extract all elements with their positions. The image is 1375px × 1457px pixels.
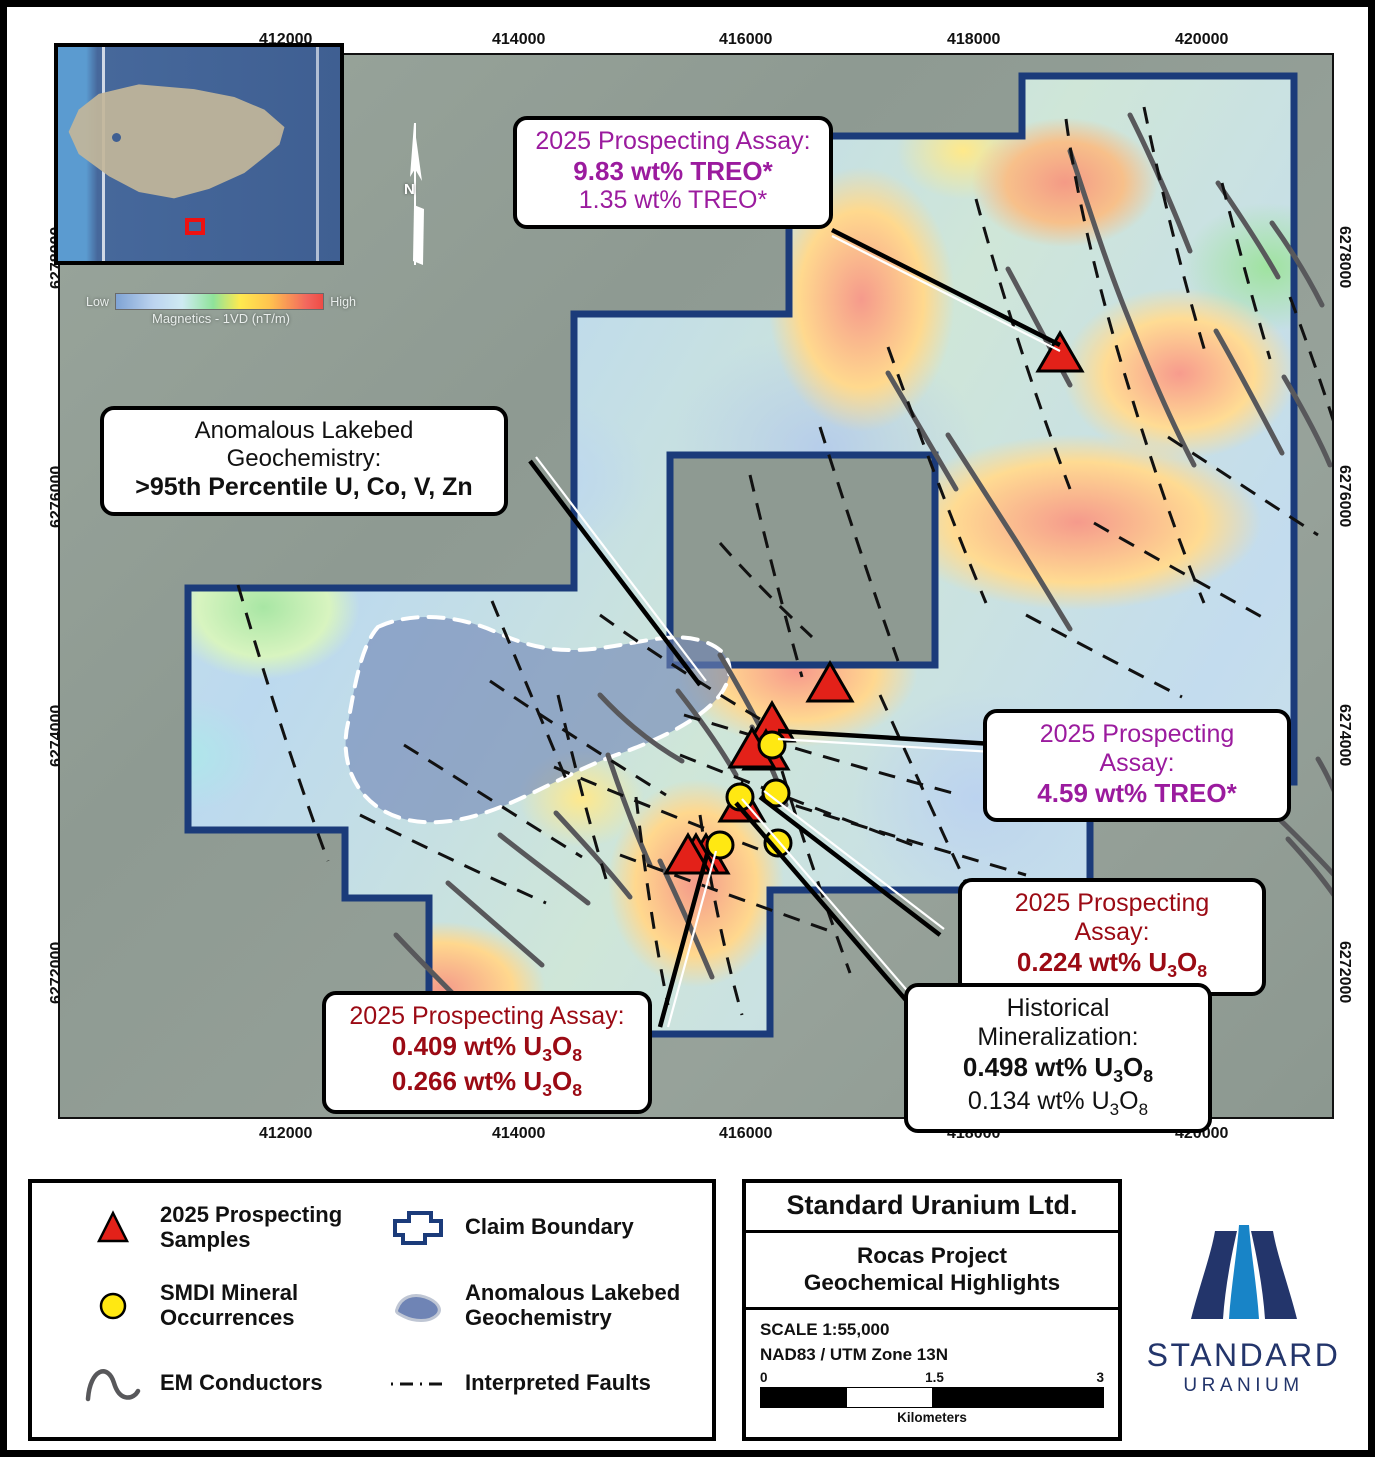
callout-line-1: 2025 Prospecting Assay:: [535, 127, 811, 155]
legend-item-lakebed: Anomalous Lakebed Geochemistry: [387, 1279, 707, 1331]
inset-boundary-line: [315, 47, 319, 261]
callout-line-1: Historical Mineralization:: [977, 994, 1139, 1051]
red-triangle-icon: [82, 1201, 144, 1253]
y-tick-label: 6272000: [1336, 941, 1353, 1004]
wave-line-icon: [82, 1357, 144, 1409]
x-tick-label: 416000: [719, 1125, 773, 1142]
sample-triangle: [805, 660, 855, 703]
colorbar-gradient: [114, 293, 325, 310]
smdi-circle: [705, 830, 735, 860]
legend-column-left: 2025 Prospecting Samples SMDI Mineral Oc…: [82, 1201, 382, 1435]
legend-label: SMDI Mineral Occurrences: [160, 1279, 299, 1330]
legend-label: Anomalous Lakebed Geochemistry: [465, 1279, 681, 1330]
colorbar-caption: Magnetics - 1VD (nT/m): [152, 311, 290, 326]
callout-line-2: >95th Percentile U, Co, V, Zn: [135, 472, 473, 501]
company-name: Standard Uranium Ltd.: [786, 1190, 1078, 1220]
map-frame: 412000 414000 416000 418000 420000 41200…: [28, 21, 1361, 1149]
scalebar-max: 3: [1096, 1370, 1104, 1385]
company-name-row: Standard Uranium Ltd.: [746, 1183, 1118, 1233]
north-arrow-icon: N: [388, 119, 448, 269]
callout-line-2: 9.83 wt% TREO*: [573, 156, 773, 186]
project-line-1: Rocas Project: [856, 1243, 1008, 1268]
colorbar-low-label: Low: [86, 294, 109, 309]
callout-line-2: 0.224 wt% U3O8: [979, 947, 1245, 982]
callout-u3o8-south[interactable]: 2025 Prospecting Assay: 0.409 wt% U3O8 0…: [322, 991, 652, 1115]
u3o8-value-east: 0.224 wt% U3O8: [1016, 947, 1208, 982]
callout-line-1: Anomalous Lakebed Geochemistry:: [194, 417, 414, 472]
legend-item-claim-boundary: Claim Boundary: [387, 1201, 707, 1253]
legend-label: 2025 Prospecting Samples: [160, 1201, 343, 1252]
legend-item-smdi: SMDI Mineral Occurrences: [82, 1279, 382, 1331]
smdi-circle: [757, 730, 787, 760]
title-block: Standard Uranium Ltd. Rocas Project Geoc…: [742, 1179, 1122, 1441]
x-tick-label: 418000: [947, 31, 1001, 48]
scalebar: [760, 1387, 1104, 1408]
callout-line-3: 0.266 wt% U3O8: [391, 1065, 583, 1100]
north-arrow-label: N: [404, 181, 415, 198]
scalebar-mid: 1.5: [925, 1370, 944, 1385]
colorbar-high-label: High: [330, 294, 356, 309]
smdi-circle: [725, 782, 755, 812]
callout-line-1: 2025 Prospecting Assay:: [1014, 889, 1210, 946]
project-title-row: Rocas Project Geochemical Highlights: [746, 1233, 1118, 1310]
y-tick-label: 6276000: [1336, 465, 1353, 528]
callout-line-3: 1.35 wt% TREO*: [578, 186, 768, 215]
logo-name-bottom: URANIUM: [1183, 1375, 1304, 1396]
magnetics-colorbar: Low High Magnetics - 1VD (nT/m): [86, 293, 356, 326]
callout-line-2: 0.498 wt% U3O8: [962, 1052, 1154, 1087]
yellow-circle-icon: [82, 1279, 144, 1331]
x-tick-label: 420000: [1175, 31, 1229, 48]
x-tick-label: 414000: [492, 31, 546, 48]
callout-line-2: 0.409 wt% U3O8: [391, 1031, 583, 1066]
legend-label: Interpreted Faults: [465, 1370, 651, 1396]
scalebar-numbers: 0 1.5 3: [760, 1370, 1104, 1387]
legend-column-right: Claim Boundary Anomalous Lakebed Geochem…: [387, 1201, 707, 1435]
y-tick-label: 6274000: [1336, 704, 1353, 767]
x-tick-label: 414000: [492, 1125, 546, 1142]
callout-treo-east[interactable]: 2025 Prospecting Assay: 4.59 wt% TREO*: [983, 709, 1291, 823]
legend-label: EM Conductors: [160, 1370, 323, 1396]
scale-text: SCALE 1:55,000: [760, 1320, 890, 1339]
callout-line-1: 2025 Prospecting Assay:: [349, 1002, 625, 1030]
smdi-circle: [763, 828, 793, 858]
callout-historical[interactable]: Historical Mineralization: 0.498 wt% U3O…: [904, 983, 1212, 1134]
logo-name-top: STANDARD: [1146, 1337, 1341, 1373]
smdi-circle: [761, 778, 791, 808]
callout-treo-north[interactable]: 2025 Prospecting Assay: 9.83 wt% TREO* 1…: [513, 116, 833, 230]
legend-panel: 2025 Prospecting Samples SMDI Mineral Oc…: [28, 1179, 716, 1441]
legend-label: Claim Boundary: [465, 1214, 634, 1240]
legend-item-em-conductors: EM Conductors: [82, 1357, 382, 1409]
cooling-tower-icon: [1190, 1225, 1297, 1319]
legend-item-prospecting-samples: 2025 Prospecting Samples: [82, 1201, 382, 1253]
claim-polygon-icon: [387, 1201, 449, 1253]
sample-triangle: [1035, 330, 1085, 373]
callout-line-2: 4.59 wt% TREO*: [1037, 778, 1237, 808]
scalebar-units: Kilometers: [897, 1410, 967, 1425]
scale-row: SCALE 1:55,000 NAD83 / UTM Zone 13N 0 1.…: [746, 1310, 1118, 1431]
x-tick-label: 412000: [259, 1125, 313, 1142]
inset-lake: [111, 132, 122, 143]
callout-line-1: 2025 Prospecting Assay:: [1039, 720, 1235, 777]
datum-text: NAD83 / UTM Zone 13N: [760, 1345, 948, 1364]
callout-line-3: 0.134 wt% U3O8: [967, 1086, 1149, 1119]
legend-item-faults: Interpreted Faults: [387, 1357, 707, 1409]
y-tick-label: 6278000: [1336, 226, 1353, 289]
company-logo: STANDARD URANIUM: [1126, 1179, 1361, 1441]
scalebar-min: 0: [760, 1370, 768, 1385]
x-tick-label: 416000: [719, 31, 773, 48]
callout-u3o8-east[interactable]: 2025 Prospecting Assay: 0.224 wt% U3O8: [958, 878, 1266, 996]
inset-locator-box: [184, 218, 205, 236]
lakebed-blob-icon: [387, 1279, 449, 1331]
dashed-line-icon: [387, 1357, 449, 1409]
inset-locator-map: [54, 43, 344, 265]
callout-lakebed[interactable]: Anomalous Lakebed Geochemistry: >95th Pe…: [100, 406, 508, 516]
project-line-2: Geochemical Highlights: [803, 1270, 1061, 1295]
